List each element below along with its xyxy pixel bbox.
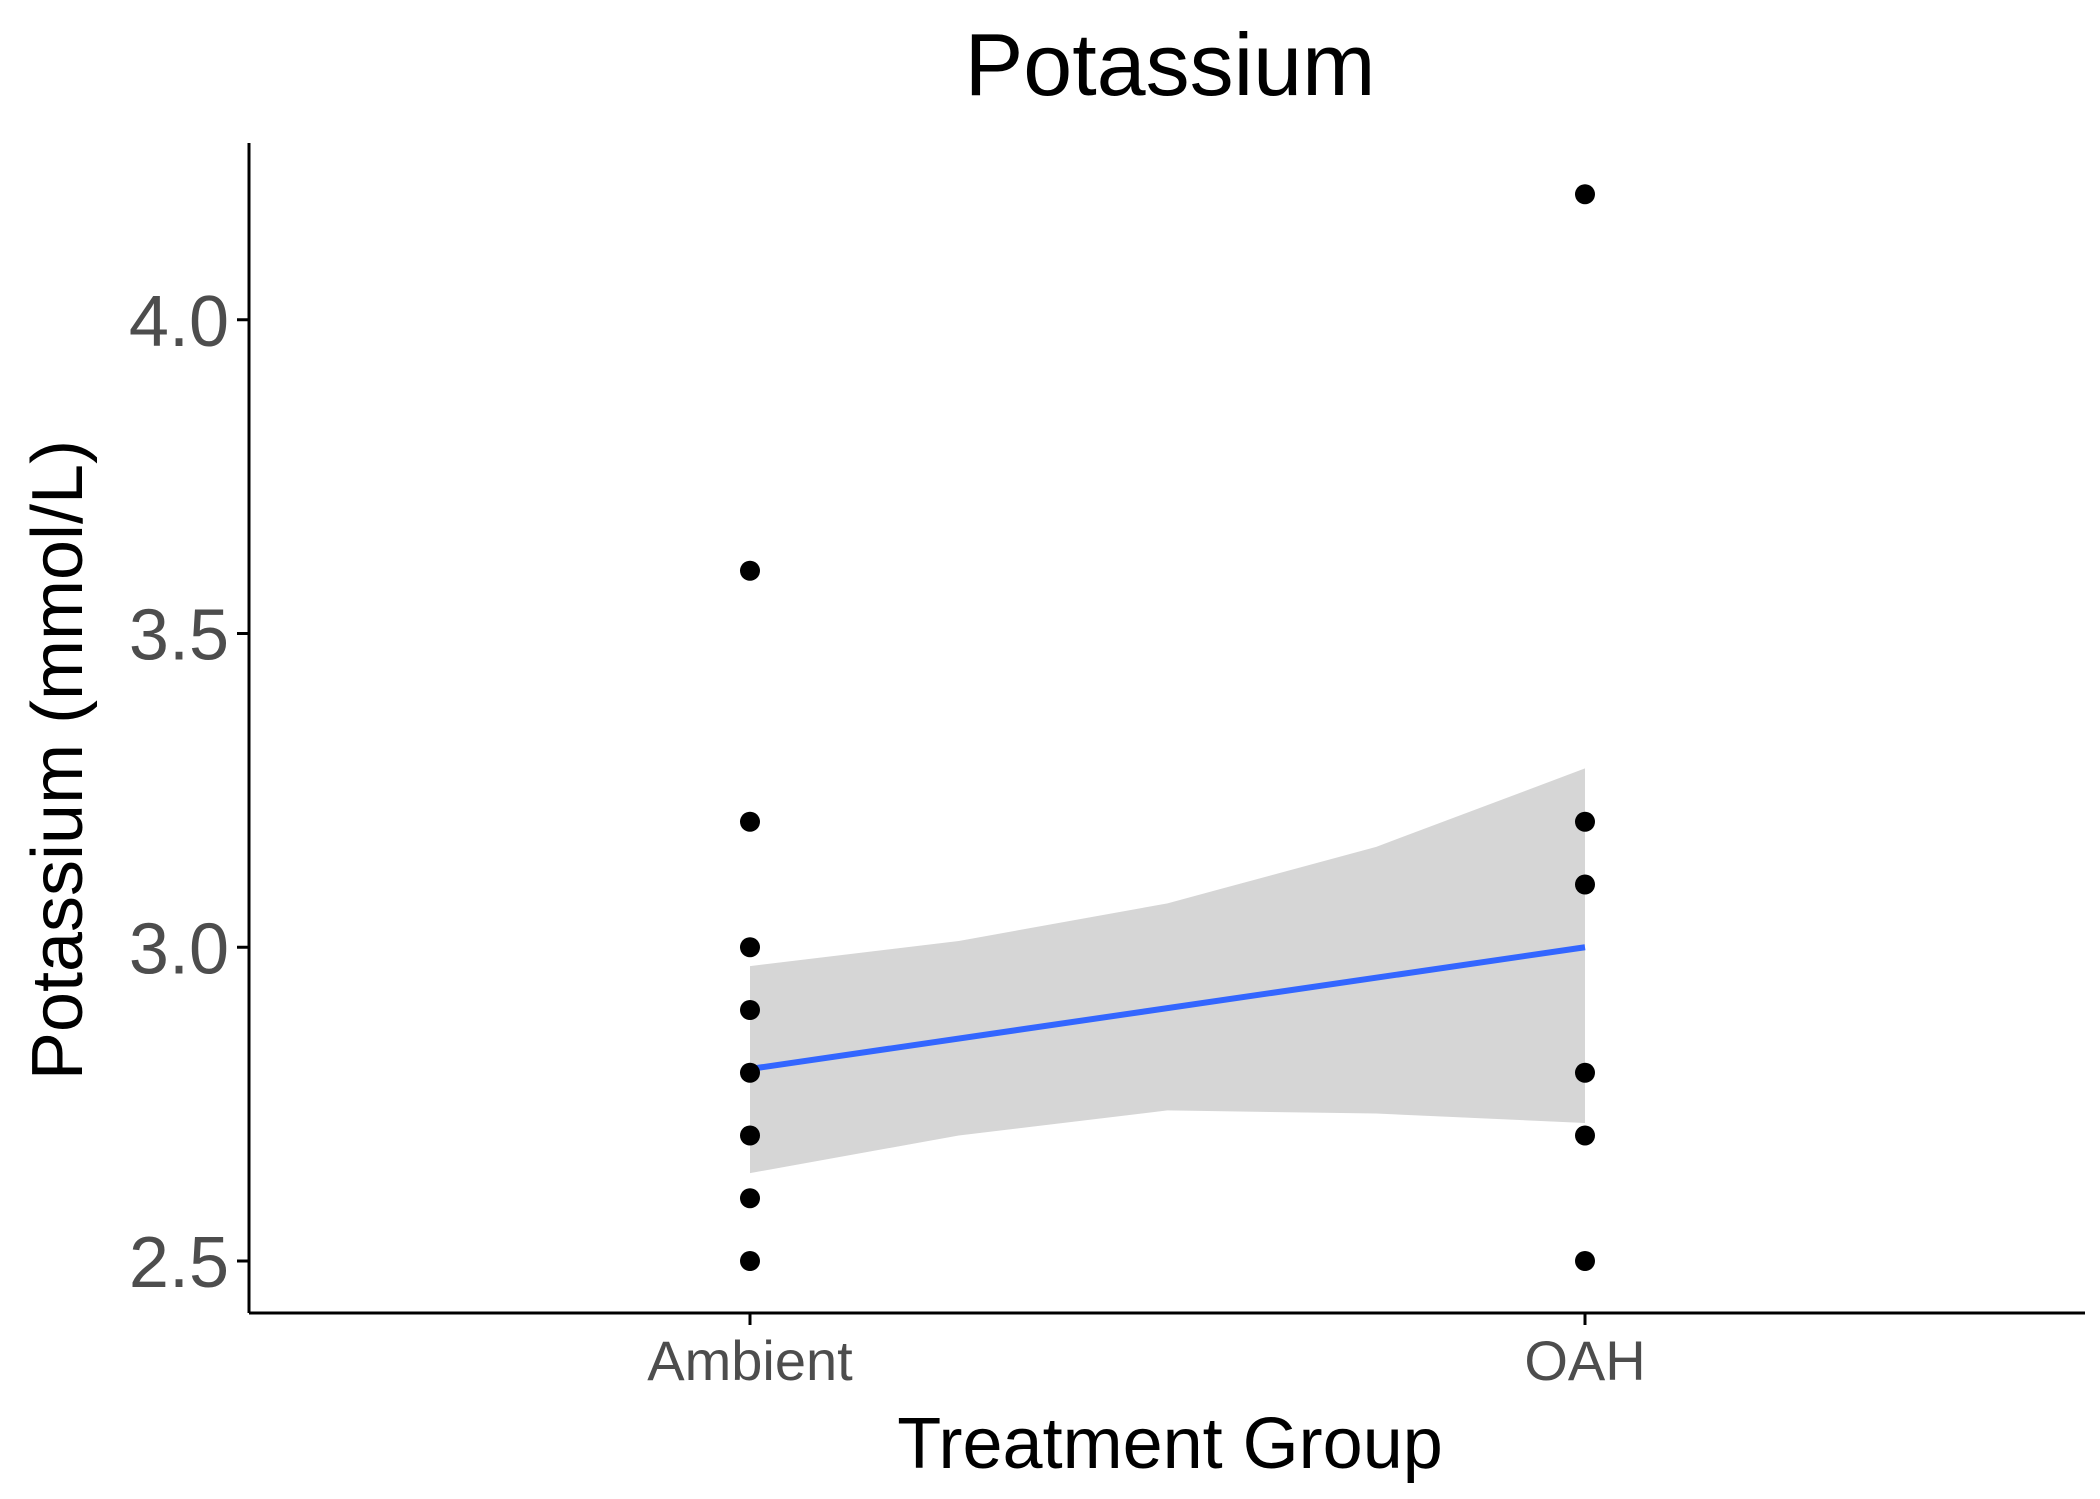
data-point-oah-9 (1575, 811, 1595, 832)
data-point-ambient-7 (740, 1251, 760, 1271)
x-axis-title: Treatment Group (897, 1404, 1443, 1484)
data-points (740, 184, 1595, 1271)
data-point-oah-10 (1575, 874, 1595, 895)
data-point-ambient-0 (740, 560, 760, 581)
data-point-oah-8 (1575, 184, 1595, 205)
y-axis-title: Potassium (mmol/L) (18, 440, 98, 1080)
x-axis-ticks: Ambient OAH (647, 1313, 1646, 1392)
data-point-ambient-5 (740, 1125, 760, 1146)
y-tick-label: 3.5 (129, 596, 229, 676)
trend-line (749, 944, 1586, 1072)
confidence-band (750, 768, 1585, 1174)
x-tick-label: OAH (1524, 1329, 1645, 1392)
y-tick-label: 2.5 (129, 1223, 229, 1303)
x-tick-label: Ambient (647, 1329, 853, 1392)
data-point-oah-12 (1575, 1125, 1595, 1146)
data-point-oah-13 (1575, 1251, 1595, 1271)
y-axis-ticks: 2.5 3.0 3.5 4.0 (129, 282, 249, 1303)
chart-title: Potassium (965, 15, 1376, 114)
y-tick-label: 4.0 (129, 282, 229, 362)
data-point-ambient-3 (740, 1000, 760, 1020)
data-point-ambient-4 (740, 1062, 760, 1083)
data-point-ambient-6 (740, 1188, 760, 1209)
data-point-ambient-2 (740, 937, 760, 958)
data-point-ambient-1 (740, 811, 760, 832)
data-point-oah-11 (1575, 1062, 1595, 1083)
y-tick-label: 3.0 (129, 909, 229, 989)
plot-area (740, 184, 1595, 1271)
